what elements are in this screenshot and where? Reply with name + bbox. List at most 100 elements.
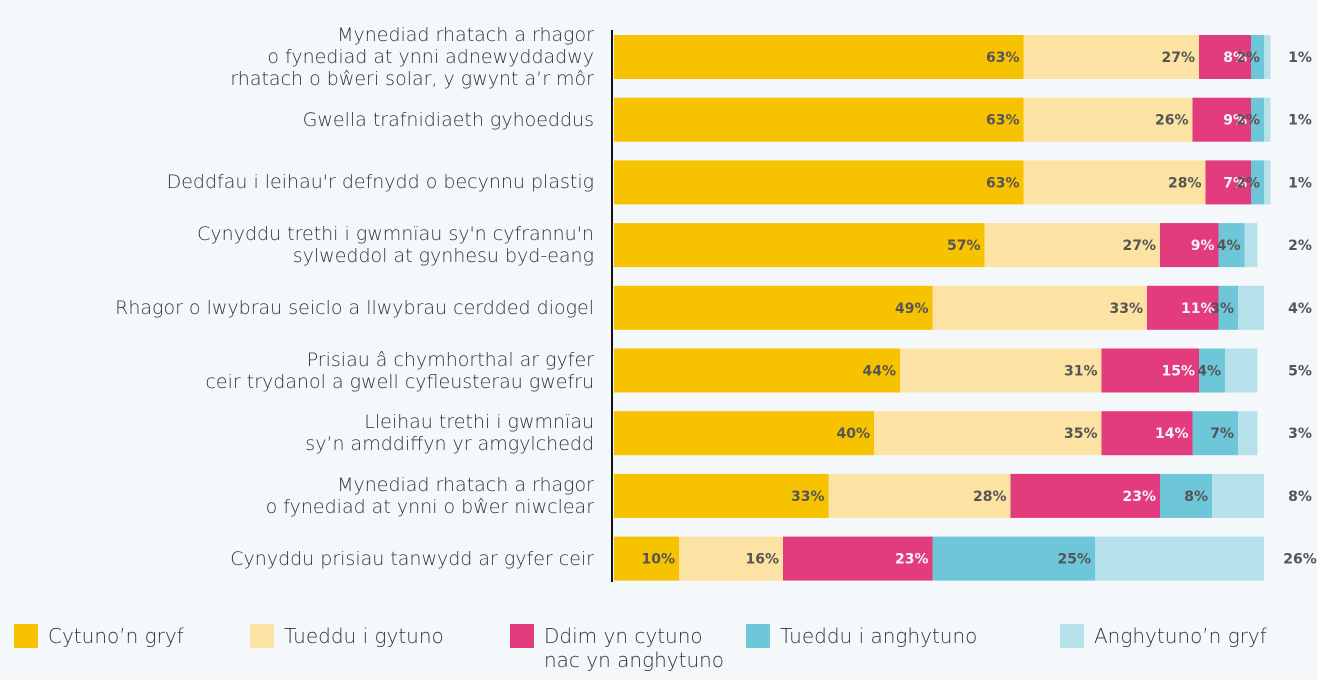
legend-swatch: [746, 624, 770, 648]
category-label: Cynyddu trethi i gwmnïau sy'n cyfrannu'n…: [197, 223, 594, 268]
bar-segment: [614, 160, 1024, 205]
bar-segment: [828, 473, 1011, 518]
value-label: 23%: [895, 552, 929, 568]
value-label: 63%: [986, 175, 1020, 191]
category-label: Prisiau â chymhorthal ar gyfer ceir tryd…: [205, 348, 594, 393]
legend-swatch: [510, 624, 534, 648]
bar-segment: [1251, 160, 1264, 205]
legend-label: Cytuno’n gryf: [48, 624, 184, 648]
bar-segment: [1251, 35, 1264, 79]
category-label: Mynediad rhatach a rhagor o fynediad at …: [265, 473, 594, 518]
value-label: 33%: [1109, 301, 1143, 317]
legend-item: Tueddu i anghytuno: [746, 624, 977, 648]
value-label: 44%: [862, 364, 896, 380]
bar-segment: [1225, 348, 1258, 393]
value-label: 63%: [986, 113, 1020, 129]
bar-segment: [614, 35, 1024, 79]
bar-segment: [614, 97, 1024, 142]
bar-segment: [1101, 348, 1199, 393]
bar-segment: [1023, 97, 1193, 142]
bar-segment: [614, 473, 829, 518]
value-label: 49%: [895, 301, 929, 317]
bar-segment: [1218, 285, 1238, 330]
value-label: 2%: [1236, 50, 1260, 66]
value-label: 63%: [986, 50, 1020, 66]
category-label: Lleihau trethi i gwmnïau sy’n amddiffyn …: [305, 411, 594, 456]
value-label: 14%: [1155, 426, 1189, 442]
value-label: 16%: [745, 552, 779, 568]
bar-segment: [1238, 285, 1264, 330]
value-label: 35%: [1064, 426, 1098, 442]
value-label: 8%: [1184, 489, 1208, 505]
bar-segment: [1199, 35, 1251, 79]
legend-item: Cytuno’n gryf: [14, 624, 184, 648]
value-label: 7%: [1223, 175, 1247, 191]
bar-segment: [614, 348, 900, 393]
value-label: 5%: [1288, 364, 1312, 380]
bar-segment: [932, 536, 1095, 581]
value-label: 27%: [1161, 50, 1195, 66]
bar-segment: [1264, 160, 1271, 205]
bar-segment: [900, 348, 1102, 393]
bar-segment: [1160, 223, 1219, 268]
bar-segment: [1264, 35, 1271, 79]
bar-segment: [1264, 97, 1271, 142]
value-label: 27%: [1122, 238, 1156, 254]
bar-segment: [1199, 348, 1225, 393]
value-label: 28%: [1168, 175, 1202, 191]
value-label: 25%: [1057, 552, 1091, 568]
bar-segment: [1192, 411, 1238, 456]
value-label: 8%: [1288, 489, 1312, 505]
bar-segment: [1160, 473, 1212, 518]
value-label: 4%: [1217, 238, 1241, 254]
value-label: 4%: [1288, 301, 1312, 317]
value-label: 2%: [1288, 238, 1312, 254]
bar-segment: [614, 285, 933, 330]
bar-segment: [932, 285, 1147, 330]
value-label: 1%: [1288, 175, 1312, 191]
value-label: 40%: [836, 426, 870, 442]
value-label: 2%: [1236, 113, 1260, 129]
category-label: Cynyddu prisiau tanwydd ar gyfer ceir: [230, 547, 594, 570]
value-label: 33%: [791, 489, 825, 505]
value-label: 7%: [1210, 426, 1234, 442]
category-label: Gwella trafnidiaeth gyhoeddus: [302, 108, 594, 131]
value-label: 26%: [1283, 552, 1317, 568]
value-label: 15%: [1161, 364, 1195, 380]
category-label: Mynediad rhatach a rhagor o fynediad at …: [230, 24, 594, 90]
bar-segment: [614, 223, 985, 268]
legend-swatch: [1060, 624, 1084, 648]
bar-segment: [1238, 411, 1258, 456]
value-label: 3%: [1288, 426, 1312, 442]
value-label: 4%: [1197, 364, 1221, 380]
value-label: 2%: [1236, 175, 1260, 191]
legend-label: Tueddu i anghytuno: [780, 624, 978, 648]
bar-segment: [1023, 35, 1199, 79]
value-label: 31%: [1064, 364, 1098, 380]
value-label: 57%: [947, 238, 981, 254]
bar-segment: [783, 536, 933, 581]
legend-label: Anghytuno’n gryf: [1094, 624, 1267, 648]
value-label: 9%: [1223, 113, 1247, 129]
value-label: 3%: [1210, 301, 1234, 317]
legend-item: Anghytuno’n gryf: [1060, 624, 1267, 648]
legend-item: Tueddu i gytuno: [250, 624, 444, 648]
bar-segment: [679, 536, 783, 581]
value-label: 8%: [1223, 50, 1247, 66]
bar-segment: [1023, 160, 1206, 205]
bar-segment: [1192, 97, 1251, 142]
bar-segment: [1095, 536, 1264, 581]
bar-segment: [1212, 473, 1264, 518]
legend-item: Ddim yn cytuno nac yn anghytuno: [510, 624, 724, 672]
bar-segment: [1205, 160, 1251, 205]
bar-segment: [1101, 411, 1193, 456]
bar-segment: [1251, 97, 1264, 142]
value-label: 28%: [973, 489, 1007, 505]
bar-segment: [874, 411, 1102, 456]
legend-label: Ddim yn cytuno nac yn anghytuno: [544, 624, 725, 672]
category-label: Deddfau i leihau'r defnydd o becynnu pla…: [166, 171, 594, 194]
bar-segment: [1244, 223, 1258, 268]
bar-segment: [614, 536, 679, 581]
